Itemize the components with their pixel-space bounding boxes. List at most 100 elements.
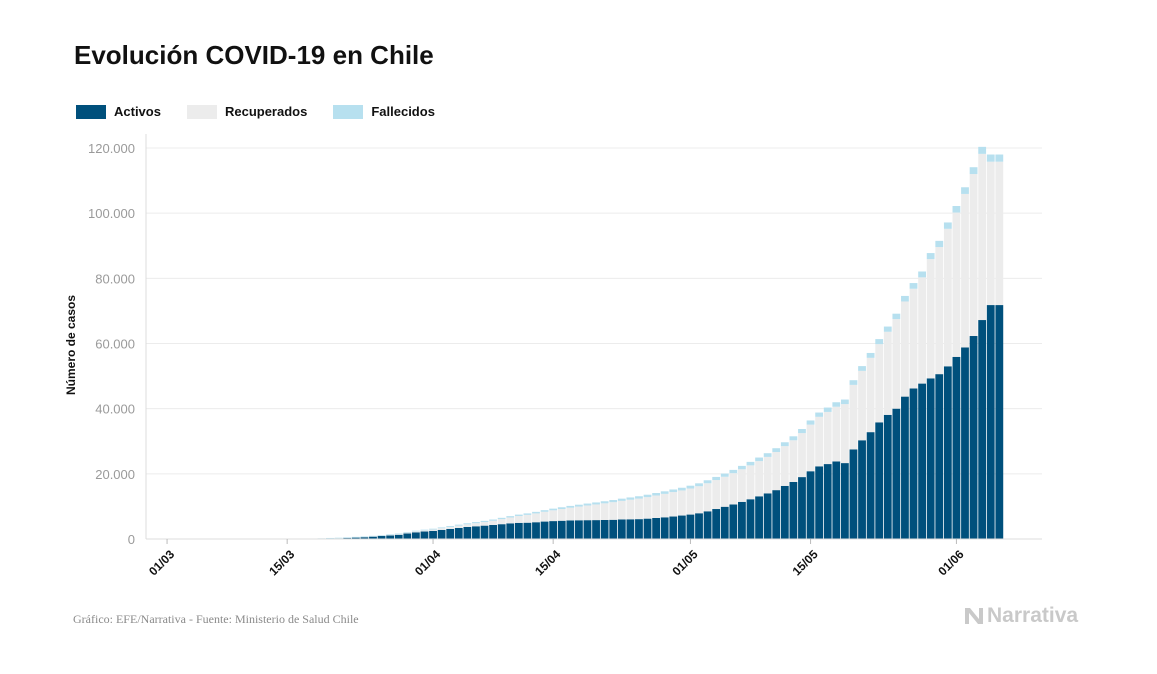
legend-swatch-recuperados — [186, 104, 217, 119]
bar-recuperados — [926, 259, 935, 379]
y-tick-label: 0 — [128, 532, 135, 547]
bar-activos — [403, 533, 412, 539]
bar-activos — [643, 518, 652, 539]
bar-fallecidos — [351, 536, 360, 538]
bar-fallecidos — [532, 511, 540, 514]
bar-activos — [360, 537, 369, 539]
bar-activos — [926, 378, 935, 539]
bar-recuperados — [969, 174, 978, 337]
bar-recuperados — [609, 502, 618, 520]
bar-recuperados — [472, 523, 480, 527]
bar-activos — [592, 520, 600, 539]
bar-fallecidos — [343, 537, 352, 538]
bar-fallecidos — [849, 380, 858, 385]
bar-recuperados — [875, 344, 884, 423]
bar-fallecidos — [695, 483, 703, 487]
bar-fallecidos — [883, 326, 892, 332]
bar-activos — [738, 501, 746, 539]
bar-activos — [969, 336, 978, 539]
bar-fallecidos — [575, 504, 583, 507]
bar-activos — [729, 504, 738, 539]
bar-fallecidos — [686, 485, 695, 489]
bar-activos — [918, 383, 926, 539]
bar-activos — [952, 356, 961, 539]
bar-fallecidos — [961, 187, 969, 194]
bars — [300, 146, 1004, 540]
y-tick-label: 120.000 — [88, 141, 135, 156]
bar-activos — [746, 499, 755, 539]
bar-activos — [575, 520, 583, 539]
bar-recuperados — [815, 416, 824, 467]
bar-fallecidos — [823, 407, 832, 412]
bar-fallecidos — [669, 489, 678, 493]
bar-activos — [420, 531, 429, 539]
bar-recuperados — [806, 424, 815, 472]
bar-recuperados — [943, 228, 952, 367]
bar-fallecidos — [832, 402, 841, 407]
bar-recuperados — [729, 473, 738, 505]
bar-fallecidos — [926, 253, 935, 260]
bar-recuperados — [677, 490, 686, 516]
bar-activos — [986, 305, 995, 539]
bar-recuperados — [686, 488, 695, 515]
bar-fallecidos — [935, 240, 944, 248]
bar-activos — [875, 422, 884, 539]
bar-fallecidos — [472, 522, 480, 524]
narrativa-logo-icon — [965, 608, 983, 624]
bar-fallecidos — [592, 502, 600, 505]
bar-activos — [695, 513, 703, 539]
bar-activos — [712, 509, 721, 539]
legend-swatch-fallecidos — [333, 104, 364, 119]
bar-recuperados — [506, 517, 515, 524]
bar-recuperados — [549, 510, 558, 522]
bar-activos — [686, 514, 695, 539]
bar-recuperados — [892, 319, 901, 409]
bar-fallecidos — [806, 420, 815, 425]
bar-fallecidos — [403, 532, 412, 533]
bar-recuperados — [935, 247, 944, 375]
bar-activos — [883, 414, 892, 539]
bar-recuperados — [995, 161, 1004, 306]
bar-recuperados — [497, 519, 506, 525]
bar-activos — [557, 520, 566, 539]
bar-activos — [755, 496, 763, 539]
bar-recuperados — [712, 480, 721, 510]
bar-recuperados — [557, 509, 566, 521]
bar-activos — [617, 519, 626, 539]
bar-recuperados — [394, 534, 403, 535]
bar-fallecidos — [463, 523, 472, 525]
bar-activos — [720, 506, 729, 539]
y-tick-label: 60.000 — [95, 337, 135, 352]
bar-fallecidos — [780, 442, 789, 447]
bar-fallecidos — [712, 476, 721, 481]
bar-recuperados — [635, 498, 643, 520]
bar-fallecidos — [411, 530, 420, 532]
legend-swatch-activos — [76, 104, 106, 119]
bar-fallecidos — [720, 473, 729, 477]
bar-activos — [832, 461, 841, 539]
bar-recuperados — [883, 331, 892, 415]
bar-recuperados — [600, 503, 609, 520]
x-tick-label: 01/04 — [412, 547, 443, 578]
bar-recuperados — [489, 520, 497, 525]
bar-fallecidos — [755, 457, 763, 462]
bar-activos — [472, 526, 480, 539]
bar-fallecidos — [454, 524, 463, 526]
bar-fallecidos — [909, 283, 918, 289]
bar-fallecidos — [815, 412, 824, 417]
brand-name: Narrativa — [987, 604, 1079, 627]
legend-item-recuperados: Recuperados — [186, 104, 308, 119]
bar-fallecidos — [892, 313, 901, 320]
bar-activos — [995, 305, 1004, 539]
bar-recuperados — [463, 524, 472, 527]
bar-recuperados — [643, 497, 652, 519]
bar-activos — [943, 366, 952, 539]
bar-activos — [772, 490, 781, 540]
x-tick-label: 01/03 — [146, 547, 177, 578]
bar-recuperados — [626, 499, 635, 520]
bar-activos — [652, 517, 661, 539]
bar-recuperados — [454, 525, 463, 528]
legend-label-recuperados: Recuperados — [224, 104, 308, 119]
bar-fallecidos — [420, 529, 429, 531]
